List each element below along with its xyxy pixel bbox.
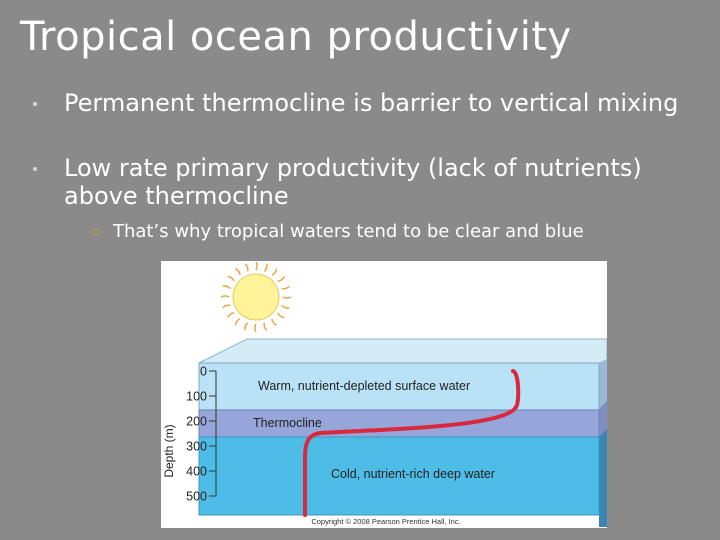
sun-ray — [277, 312, 285, 319]
depth-axis-ticks: 0 100 200 300 400 500 — [186, 365, 217, 504]
thermocline-diagram: Depth (m) 0 100 200 300 400 500 Warm, nutrien… — [161, 261, 607, 528]
sun-ray — [282, 296, 292, 299]
sun-ray — [235, 268, 241, 276]
block-side-surface — [599, 359, 607, 409]
sun-ray — [254, 323, 257, 333]
depth-tick-label: 300 — [186, 440, 207, 454]
depth-tick-label: 200 — [186, 415, 207, 429]
sun-ray — [227, 275, 235, 282]
depth-axis-label: Depth (m) — [162, 424, 176, 477]
water-surface — [198, 338, 607, 364]
deep-layer — [198, 436, 600, 516]
sun-ray — [263, 263, 268, 272]
bullet-item: Permanent thermocline is barrier to vert… — [64, 89, 679, 117]
sun-ray — [255, 261, 258, 271]
thermocline-layer — [198, 409, 600, 438]
depth-tick-label: 0 — [200, 365, 207, 379]
depth-tick-label: 500 — [186, 490, 207, 504]
bullet-dot — [33, 167, 37, 171]
sun-ray — [281, 304, 290, 309]
sun-ray — [222, 285, 231, 290]
sun-ray — [277, 276, 285, 282]
bullet-dot — [33, 102, 37, 106]
sub-bullet-dot — [92, 228, 100, 236]
sun-ray — [244, 263, 249, 272]
bullet-item: Low rate primary productivity (lack of n… — [64, 154, 642, 210]
block-side-thermocline — [599, 401, 607, 437]
slide-title: Tropical ocean productivity — [20, 14, 572, 60]
surface-layer — [198, 362, 600, 411]
sun-ray — [244, 322, 249, 331]
sun-ray — [227, 312, 235, 318]
sun-icon — [220, 261, 292, 333]
sun-ray — [271, 318, 277, 326]
sub-bullet-item: That’s why tropical waters tend to be cl… — [113, 221, 584, 242]
sun-ray — [222, 304, 231, 309]
sun-ray — [234, 318, 241, 326]
depth-tick-label: 100 — [186, 390, 207, 404]
thermocline-label: Thermocline — [253, 416, 322, 430]
temperature-profile-line — [303, 369, 521, 517]
sun-ray — [220, 295, 230, 298]
copyright-notice: Copyright © 2008 Pearson Prentice Hall, … — [311, 517, 460, 526]
sun-ray — [263, 322, 268, 331]
sun-ray — [271, 268, 278, 276]
surface-layer-label: Warm, nutrient-depleted surface water — [258, 379, 470, 393]
deep-layer-label: Cold, nutrient-rich deep water — [331, 467, 495, 481]
depth-tick-label: 400 — [186, 465, 207, 479]
sun-ray — [281, 285, 290, 290]
